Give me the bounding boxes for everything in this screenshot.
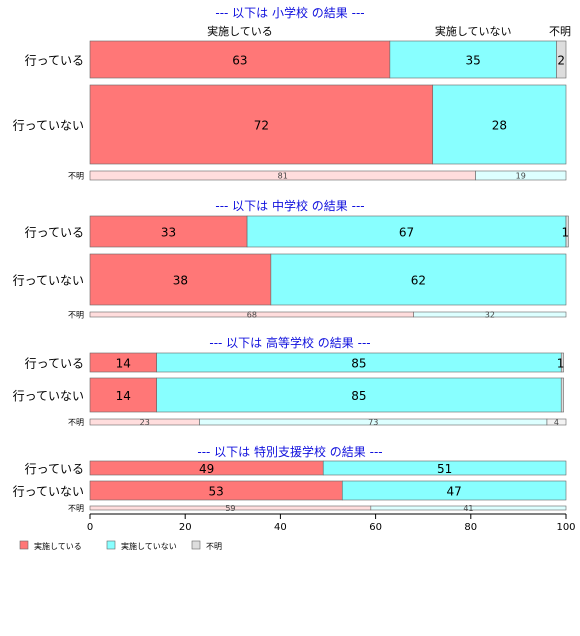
bar-segment — [413, 311, 567, 318]
x-tick-label: 60 — [369, 522, 382, 533]
bar-segment — [565, 215, 569, 248]
bar-segment — [556, 40, 567, 79]
panel-title: --- 以下は 特別支援学校 の結果 --- — [197, 444, 382, 459]
bar-value-label: 85 — [351, 357, 366, 371]
bar-segment — [89, 253, 272, 306]
bar-value-label: 28 — [492, 119, 507, 133]
x-tick-label: 80 — [464, 522, 477, 533]
bar-segment — [389, 40, 557, 79]
column-label: 実施していない — [435, 24, 512, 38]
bar-segment — [89, 40, 391, 79]
row-label: 行っていない — [13, 485, 84, 499]
row-label: 行っている — [25, 357, 84, 371]
bar-value-label: 47 — [446, 485, 461, 499]
bar-segment — [560, 377, 564, 413]
bar-value-label: 49 — [199, 462, 214, 476]
legend-swatch — [19, 540, 29, 550]
row-label: 行っている — [25, 226, 84, 240]
row-label: 行っている — [25, 462, 84, 476]
row-label: 不明 — [68, 172, 84, 181]
bar-value-label: 85 — [351, 389, 366, 403]
bar-segment — [322, 460, 567, 476]
bar-value-label: 41 — [463, 504, 473, 513]
bar-value-label: 4 — [554, 418, 559, 427]
bar-value-label: 33 — [161, 226, 176, 240]
bar-value-label: 19 — [516, 172, 526, 181]
legend-swatch — [106, 540, 116, 550]
bar-value-label: 14 — [116, 357, 131, 371]
bar-value-label: 59 — [225, 504, 235, 513]
legend-label: 実施していない — [121, 541, 177, 551]
row-label: 行っていない — [13, 119, 84, 133]
bar-segment — [370, 505, 567, 511]
bar-segment — [270, 253, 567, 306]
bar-segment — [89, 377, 157, 413]
bar-value-label: 14 — [116, 389, 131, 403]
row-label: 行っていない — [13, 389, 84, 403]
bar-value-label: 53 — [208, 485, 223, 499]
bar-segment — [560, 352, 564, 373]
row-label: 不明 — [68, 504, 84, 513]
bar-value-label: 2 — [557, 54, 565, 68]
legend-label: 実施している — [34, 541, 82, 551]
row-label: 不明 — [68, 311, 84, 320]
column-label: 実施している — [207, 24, 273, 38]
row-label: 行っている — [25, 54, 84, 68]
bar-value-label: 32 — [485, 311, 495, 320]
legend-label: 不明 — [206, 542, 222, 551]
bar-value-label: 72 — [254, 119, 269, 133]
bar-segment — [475, 170, 567, 181]
bar-value-label: 73 — [368, 418, 378, 427]
bar-segment — [246, 215, 567, 248]
bar-value-label: 1 — [557, 357, 565, 371]
bar-value-label: 67 — [399, 226, 414, 240]
row-label: 不明 — [68, 418, 84, 427]
bar-segment — [432, 84, 567, 165]
bar-value-label: 62 — [411, 274, 426, 288]
x-tick-label: 40 — [274, 522, 287, 533]
legend-swatch — [191, 540, 201, 550]
bar-value-label: 1 — [562, 226, 570, 240]
column-label: 不明 — [549, 25, 571, 38]
bar-value-label: 35 — [466, 54, 481, 68]
bar-value-label: 23 — [140, 418, 150, 427]
x-tick-label: 20 — [179, 522, 192, 533]
bar-value-label: 68 — [247, 311, 257, 320]
bar-value-label: 63 — [232, 54, 247, 68]
bar-segment — [341, 480, 567, 501]
bar-value-label: 51 — [437, 462, 452, 476]
bar-segment — [89, 215, 248, 248]
panel-title: --- 以下は 高等学校 の結果 --- — [209, 335, 370, 350]
bar-value-label: 38 — [173, 274, 188, 288]
panel-title: --- 以下は 中学校 の結果 --- — [215, 198, 364, 213]
bar-segment — [546, 418, 567, 426]
bar-value-label: 81 — [278, 172, 288, 181]
row-label: 行っていない — [13, 274, 84, 288]
x-tick-label: 0 — [87, 522, 93, 533]
x-tick-label: 100 — [556, 522, 575, 533]
panel-title: --- 以下は 小学校 の結果 --- — [215, 5, 364, 20]
